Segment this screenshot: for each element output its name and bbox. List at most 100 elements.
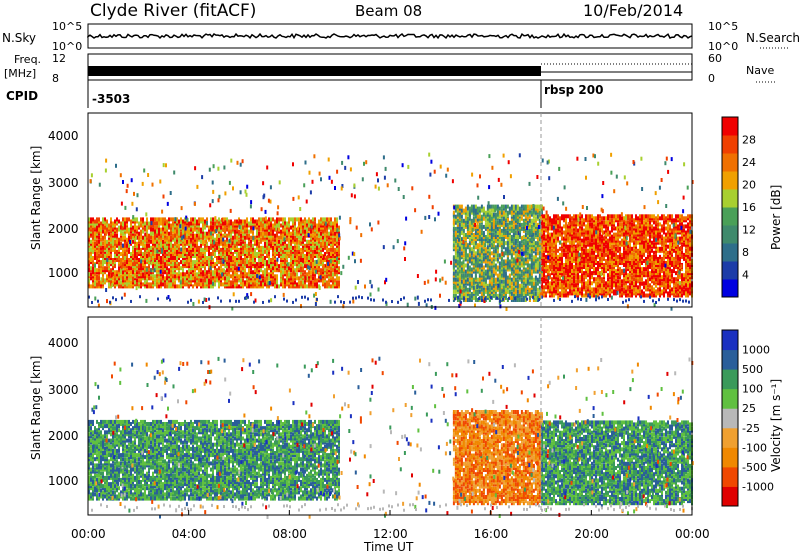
power-cell [322,236,324,240]
power-cell [531,257,533,261]
power-cell [495,213,497,217]
power-cell [547,231,549,235]
power-cell [172,262,174,266]
power-cell [198,217,200,221]
power-cell [212,236,214,240]
power-cell [244,220,246,224]
power-cell [98,280,100,284]
power-cell [220,226,222,230]
power-cell [525,274,527,278]
power-cell [334,232,336,236]
power-cell [156,256,158,260]
power-cell [481,255,483,259]
power-cell [459,227,461,231]
power-cell [218,217,220,221]
power-cell [328,248,330,252]
power-cell [507,290,509,294]
power-cell [519,223,521,227]
power-cell [493,261,495,265]
power-cell [537,288,539,292]
power-cell [124,224,126,228]
power-cell [312,258,314,262]
power-cell [473,286,475,290]
power-cell [304,254,306,258]
power-cell [529,264,531,268]
power-cell [495,235,497,239]
power-cell [122,217,124,221]
power-cell [495,278,497,282]
power-cell [551,277,553,281]
power-cell [481,225,483,229]
power-cell [136,217,138,221]
power-cell [126,228,128,232]
power-cell [96,258,98,262]
power-cell [487,245,489,249]
power-cell [234,270,236,274]
power-cell [106,266,108,270]
power-cell [334,217,336,221]
power-cell [196,230,198,234]
noise-tick-top: 10^5 [52,20,82,33]
power-cell [312,217,314,221]
power-cell [489,261,491,265]
power-cell [268,258,270,262]
power-cell [236,278,238,282]
power-cell [240,256,242,260]
power-cell [250,248,252,252]
power-cell [120,284,122,288]
power-cell [513,241,515,245]
power-cell [308,217,310,221]
power-cell [308,224,310,228]
power-cell [262,224,264,228]
power-cell [499,239,501,243]
power-cell [481,237,483,241]
power-cell [531,276,533,280]
power-cell [485,211,487,215]
power-cell [549,227,551,231]
power-cell [543,214,545,218]
power-cell [483,276,485,280]
power-cell [479,215,481,219]
power-cell [527,221,529,225]
power-cell [328,232,330,236]
noise-right-label: N.Search [746,31,800,45]
power-cell [122,250,124,254]
power-cell [154,254,156,258]
power-cell [489,243,491,247]
power-cell [517,270,519,274]
power-cell [481,288,483,292]
power-cell [282,250,284,254]
power-cell [328,282,330,286]
power-cell [479,223,481,227]
power-cell [481,259,483,263]
power-cell [180,232,182,236]
power-cell [92,266,94,270]
power-cell [278,284,280,288]
power-cell [230,248,232,252]
power-cell [302,254,304,258]
power-cell [252,252,254,256]
power-cell [102,230,104,234]
power-cell [226,244,228,248]
power-cell [308,246,310,250]
power-cell [280,248,282,252]
power-cell [252,278,254,282]
power-cell [521,227,523,231]
power-cell [543,269,545,273]
power-cell [170,217,172,221]
power-cell [250,217,252,221]
power-cell [254,220,256,224]
power-cell [529,229,531,233]
power-cell [471,235,473,239]
power-cell [222,234,224,238]
power-cell [148,282,150,286]
power-cell [509,207,511,211]
power-cell [192,266,194,270]
power-cell [527,274,529,278]
power-cell [511,205,513,209]
power-cell [260,228,262,232]
power-cell [250,244,252,248]
power-cell [146,226,148,230]
power-cell [509,259,511,263]
power-cell [507,211,509,215]
